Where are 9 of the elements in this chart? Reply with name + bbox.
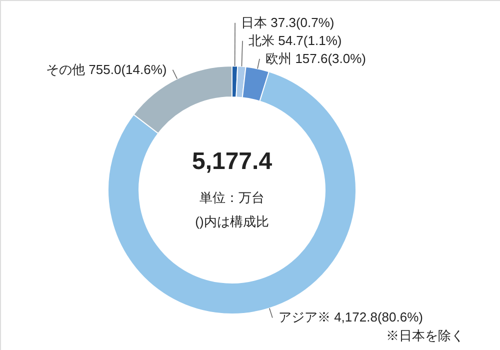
text: ()内は構成比 [195,214,269,229]
text: ※日本を除く [386,328,464,343]
text: 単位：万台 [200,190,264,205]
slice-label: 欧州 157.6(3.0%) [266,50,366,66]
slice-label: その他 755.0(14.6%) [46,62,167,77]
slice-label: アジア※ 4,172.8(80.6%) [278,310,423,325]
slice-label: 日本 37.3(0.7%) [241,14,334,30]
slice-label: 北米 54.7(1.1%) [248,32,342,48]
text: 5,177.4 [192,148,273,175]
